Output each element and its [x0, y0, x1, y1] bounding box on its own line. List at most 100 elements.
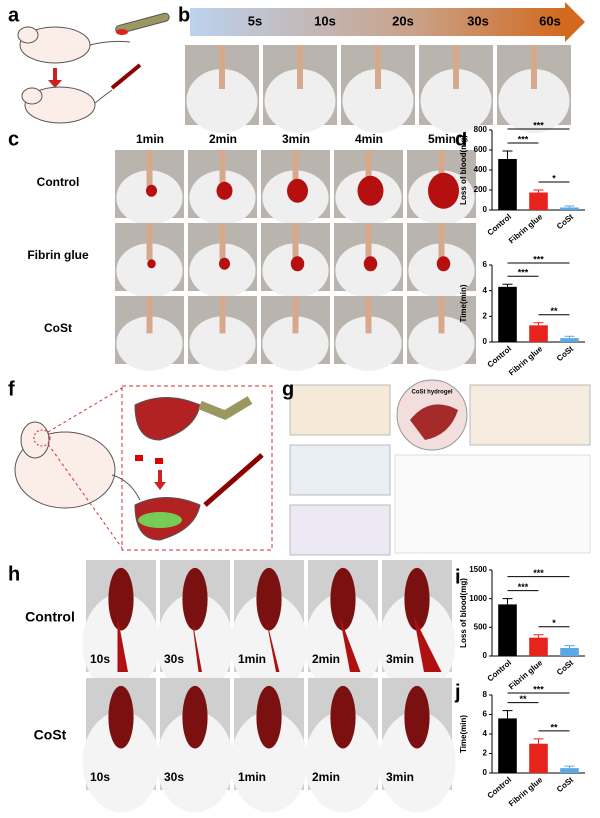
- y-tick-label: 1000: [469, 594, 487, 603]
- time-label: 30s: [164, 652, 184, 666]
- y-tick-label: 0: [483, 651, 488, 660]
- photo-paper: [264, 69, 336, 133]
- x-tick-label: Control: [486, 775, 514, 800]
- row-label: CoSt: [34, 727, 67, 743]
- bar: [560, 647, 579, 656]
- photo-tail: [297, 45, 303, 89]
- y-tick-label: 2: [483, 311, 488, 320]
- x-tick-label: CoSt: [555, 212, 575, 231]
- significance-label: *: [552, 618, 556, 628]
- time-arrow-head: [565, 2, 585, 42]
- photo-paper: [304, 711, 382, 813]
- significance-label: ***: [533, 254, 544, 264]
- y-tick-label: 1500: [469, 565, 487, 574]
- bar: [529, 637, 548, 656]
- photo-tail: [365, 150, 372, 188]
- bar: [498, 604, 517, 656]
- photo-tail: [365, 296, 372, 334]
- y-tick-label: 0: [483, 768, 488, 777]
- photo-paper: [116, 316, 183, 371]
- significance-label: ***: [533, 120, 544, 130]
- photo-blood: [216, 181, 233, 200]
- photo-paper: [116, 243, 183, 298]
- time-arrow: [190, 8, 565, 36]
- photo-blood: [146, 184, 157, 197]
- y-axis-label: Loss of blood(mg): [459, 578, 468, 648]
- photo-blood: [147, 259, 156, 269]
- photo-liver: [404, 685, 430, 749]
- photo-paper: [304, 593, 382, 695]
- time-label: 4min: [355, 132, 383, 146]
- x-tick-label: Control: [486, 658, 514, 683]
- significance-label: ***: [518, 582, 529, 592]
- panel-label: h: [8, 563, 20, 585]
- photo-paper: [262, 316, 329, 371]
- photo-tail: [438, 150, 445, 188]
- photo-tail: [531, 45, 537, 89]
- bar: [529, 743, 548, 773]
- photo-tail: [219, 296, 226, 334]
- diagram-label: CoSt hydrogel: [411, 390, 452, 396]
- bar: [560, 207, 579, 210]
- panel-label: b: [178, 4, 190, 26]
- x-tick-label: Control: [486, 212, 514, 237]
- error-bar: [533, 189, 544, 193]
- mouse-illustration-f: [14, 385, 273, 551]
- x-tick-label: CoSt: [555, 658, 575, 677]
- bar: [529, 192, 548, 210]
- photo-blood: [290, 256, 305, 272]
- mechanism-diagram: [289, 379, 591, 556]
- panel-label: i: [455, 566, 461, 588]
- x-tick-label: CoSt: [555, 775, 575, 794]
- y-axis-label: Time(min): [459, 284, 468, 322]
- time-label: 10s: [90, 770, 110, 784]
- photo-paper: [335, 316, 402, 371]
- significance-label: ***: [518, 134, 529, 144]
- y-tick-label: 2: [483, 749, 488, 758]
- photo-blood: [117, 616, 128, 672]
- significance-label: **: [519, 694, 527, 704]
- error-bar: [502, 150, 513, 159]
- error-bar: [564, 335, 575, 339]
- photo-tail: [438, 223, 445, 261]
- x-tick-label: CoSt: [555, 344, 575, 363]
- photo-paper: [420, 69, 492, 133]
- row-label: Control: [37, 175, 80, 189]
- photo-tail: [365, 223, 372, 261]
- photo-liver: [108, 685, 134, 749]
- y-tick-label: 0: [483, 337, 488, 346]
- panel-label: j: [454, 681, 461, 703]
- photo-blood: [428, 172, 459, 209]
- photo-liver: [330, 685, 356, 749]
- photo-liver: [182, 685, 208, 749]
- y-tick-label: 800: [474, 125, 488, 134]
- photo-liver: [330, 567, 356, 631]
- bar: [498, 159, 517, 210]
- time-label: 3min: [386, 770, 414, 784]
- significance-label: **: [550, 306, 558, 316]
- bar: [560, 338, 579, 342]
- error-bar: [502, 598, 513, 605]
- time-label: 1min: [238, 652, 266, 666]
- y-tick-label: 500: [474, 622, 488, 631]
- time-label: 2min: [312, 770, 340, 784]
- photo-liver: [256, 685, 282, 749]
- row-label: Control: [25, 609, 75, 625]
- x-tick-label: Fibrin glue: [507, 775, 545, 809]
- photo-tail: [292, 296, 299, 334]
- photo-tail: [219, 150, 226, 188]
- time-label: 30s: [467, 13, 489, 28]
- y-tick-label: 8: [483, 690, 488, 699]
- error-bar: [502, 283, 513, 287]
- photo-paper: [498, 69, 570, 133]
- photo-blood: [363, 256, 378, 272]
- photo-paper: [378, 711, 456, 813]
- photo-paper: [116, 170, 183, 225]
- y-tick-label: 6: [483, 260, 488, 269]
- y-axis-label: Time(min): [459, 715, 468, 753]
- photo-blood: [436, 256, 451, 272]
- photo-liver: [256, 567, 282, 631]
- significance-label: **: [550, 722, 558, 732]
- row-label: CoSt: [44, 321, 72, 335]
- error-bar: [564, 645, 575, 648]
